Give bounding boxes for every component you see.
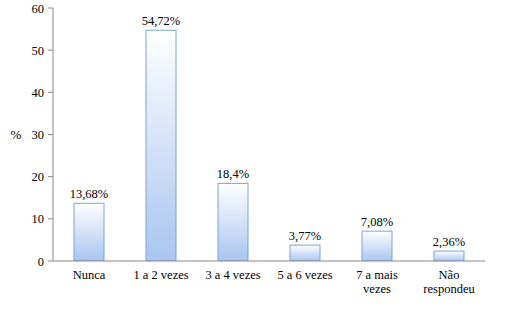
x-tick-label: 3 a 4 vezes <box>197 268 269 282</box>
y-tick-label: 50 <box>32 44 45 58</box>
bar <box>218 183 248 261</box>
data-label: 2,36% <box>433 235 465 249</box>
y-tick <box>48 50 53 51</box>
y-tick <box>48 176 53 177</box>
x-tick-label: 1 a 2 vezes <box>125 268 197 282</box>
x-tick-label: 5 a 6 vezes <box>269 268 341 282</box>
bar <box>146 30 176 261</box>
y-axis <box>53 8 54 261</box>
y-tick <box>48 134 53 135</box>
y-tick-label: 30 <box>32 128 45 142</box>
x-tick-label: 7 a mais vezes <box>341 268 413 296</box>
x-tick-label: Não respondeu <box>413 268 485 296</box>
y-tick <box>48 92 53 93</box>
x-tick-label: Nunca <box>53 268 125 282</box>
data-label: 7,08% <box>361 215 393 229</box>
data-label: 54,72% <box>142 14 181 28</box>
y-tick <box>48 8 53 9</box>
bar <box>362 231 392 261</box>
data-label: 18,4% <box>217 167 249 181</box>
bars <box>74 30 464 261</box>
bar <box>434 251 464 261</box>
y-tick-label: 0 <box>38 255 44 269</box>
data-label: 13,68% <box>70 187 109 201</box>
y-tick-label: 20 <box>32 170 45 184</box>
chart: 0 10 20 30 40 50 60 13,68% 54,72% 18,4% 3,77% 7,08%… <box>0 0 512 317</box>
x-axis <box>53 261 485 262</box>
y-tick <box>48 218 53 219</box>
y-axis-label: % <box>11 127 22 142</box>
bar <box>290 245 320 261</box>
y-tick-label: 10 <box>32 212 45 226</box>
y-tick <box>48 261 53 262</box>
data-label: 3,77% <box>289 229 321 243</box>
y-tick-label: 60 <box>32 2 45 16</box>
y-tick-label: 40 <box>32 86 45 100</box>
bar <box>74 203 104 261</box>
